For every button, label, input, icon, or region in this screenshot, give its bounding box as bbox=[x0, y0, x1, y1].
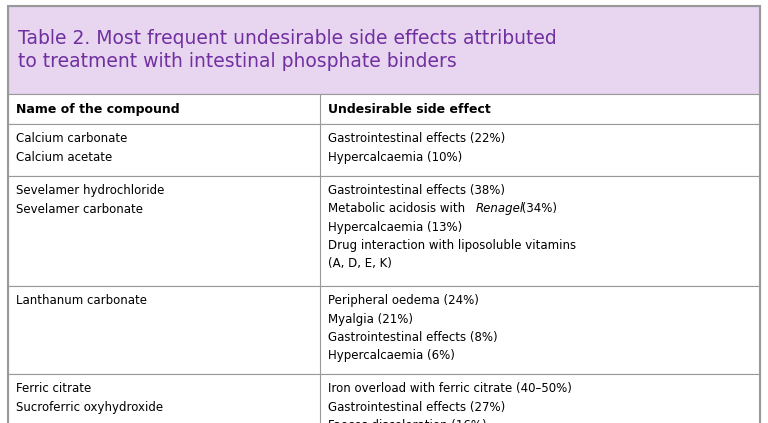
Text: Renagel: Renagel bbox=[475, 202, 524, 215]
Text: Table 2. Most frequent undesirable side effects attributed
to treatment with int: Table 2. Most frequent undesirable side … bbox=[18, 29, 557, 71]
Text: Lanthanum carbonate: Lanthanum carbonate bbox=[16, 294, 147, 307]
Text: Drug interaction with liposoluble vitamins: Drug interaction with liposoluble vitami… bbox=[328, 239, 576, 252]
Text: Iron overload with ferric citrate (40–50%)
Gastrointestinal effects (27%)
Faeces: Iron overload with ferric citrate (40–50… bbox=[328, 382, 572, 423]
Text: Peripheral oedema (24%)
Myalgia (21%)
Gastrointestinal effects (8%)
Hypercalcaem: Peripheral oedema (24%) Myalgia (21%) Ga… bbox=[328, 294, 498, 363]
Bar bbox=[8, 6, 760, 94]
Bar bbox=[8, 94, 760, 124]
Text: Gastrointestinal effects (38%): Gastrointestinal effects (38%) bbox=[328, 184, 505, 197]
Text: Ferric citrate
Sucroferric oxyhydroxide: Ferric citrate Sucroferric oxyhydroxide bbox=[16, 382, 163, 414]
Text: (A, D, E, K): (A, D, E, K) bbox=[328, 257, 392, 270]
Text: Sevelamer hydrochloride
Sevelamer carbonate: Sevelamer hydrochloride Sevelamer carbon… bbox=[16, 184, 164, 215]
Text: Name of the compound: Name of the compound bbox=[16, 102, 180, 115]
Bar bbox=[8, 286, 760, 374]
Text: Gastrointestinal effects (22%)
Hypercalcaemia (10%): Gastrointestinal effects (22%) Hypercalc… bbox=[328, 132, 505, 164]
Text: (34%): (34%) bbox=[518, 202, 558, 215]
Text: Hypercalcaemia (13%): Hypercalcaemia (13%) bbox=[328, 221, 462, 233]
Text: Undesirable side effect: Undesirable side effect bbox=[328, 102, 491, 115]
Bar bbox=[8, 176, 760, 286]
Text: Metabolic acidosis with: Metabolic acidosis with bbox=[328, 202, 469, 215]
Bar bbox=[8, 124, 760, 176]
Bar bbox=[8, 374, 760, 423]
Text: Calcium carbonate
Calcium acetate: Calcium carbonate Calcium acetate bbox=[16, 132, 127, 164]
